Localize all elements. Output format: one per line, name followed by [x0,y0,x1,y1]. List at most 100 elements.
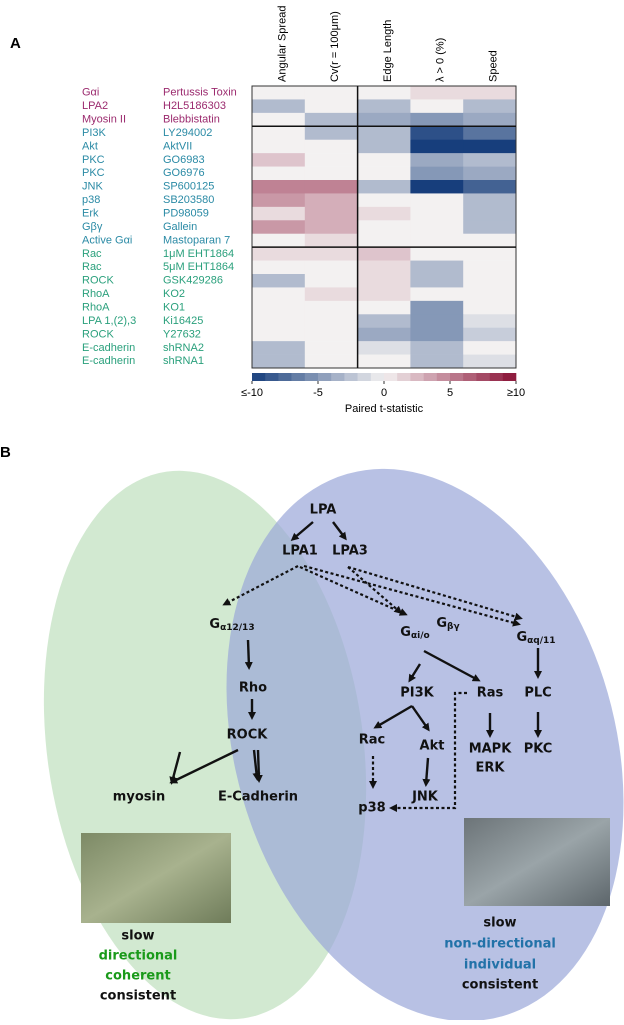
node-label: G [516,630,527,645]
cell [304,274,358,288]
cell [357,220,411,235]
colorbar-segment [252,373,266,381]
cell [252,314,306,329]
row-treatment: AktVII [163,140,192,152]
cell [357,300,411,315]
cell [463,206,517,221]
row-target: E-cadherin [82,355,135,367]
cell [304,341,358,355]
column-header: Edge Length [382,20,394,82]
cell [463,166,517,181]
row-treatment: H2L5186303 [163,100,226,112]
node: Gβγ [436,616,459,632]
colorbar-segment [502,373,517,381]
caption: non-directional [444,937,556,952]
row-treatment: Pertussis Toxin [163,87,237,99]
cell [410,206,464,221]
node: Gα12/13 [209,617,254,633]
cell [463,314,517,329]
cell [357,274,411,288]
panel-label: A [10,35,21,52]
node: PKC [524,742,553,757]
cell [304,247,358,261]
caption: slow [121,929,154,944]
cell [463,233,517,248]
node: LPA3 [332,544,368,559]
node-sub: αi/o [411,631,430,641]
row-treatment: Mastoparan 7 [163,234,230,246]
row-target: Gβγ [82,221,103,233]
caption: individual [464,958,536,973]
cell [304,99,358,114]
node: JNK [411,790,439,805]
colorbar-segment [331,373,345,381]
cell [252,300,306,315]
colorbar-segment [397,373,411,381]
cell [304,126,358,141]
cell [357,99,411,114]
cell [410,233,464,248]
row-treatment: shRNA2 [163,342,204,354]
cell [410,86,464,100]
colorbar-segment [278,373,292,381]
cell [463,354,517,369]
cell [252,139,306,154]
node-label: G [436,616,447,631]
cell [304,193,358,208]
colorbar-segment [344,373,358,381]
cell [304,86,358,100]
cell [463,274,517,288]
row-treatment: KO2 [163,288,185,300]
node: Ras [477,686,504,701]
cell [252,341,306,355]
cell [410,112,464,127]
node-sub: αq/11 [527,636,555,646]
colorbar-segment [291,373,306,381]
node: LPA1 [282,544,318,559]
cell [252,153,306,167]
cell [357,139,411,154]
arrows [169,521,542,812]
row-treatment: 5μM EHT1864 [163,261,234,273]
cell [252,247,306,261]
caption: slow [483,916,516,931]
cell [252,287,306,302]
cell [410,139,464,154]
caption: consistent [100,989,176,1004]
colorbar-segment [436,373,451,381]
cell [463,193,517,208]
colorbar-segment [304,373,319,381]
cell [252,86,306,100]
cell [357,126,411,141]
colorbar-segment [357,373,372,381]
diagram-nodes: LPA LPA1 LPA3 Gα12/13 Gαi/o Gβγ Gαq/11 R… [113,503,556,816]
cell [252,126,306,141]
cell [463,180,517,194]
cell [463,220,517,235]
cell [304,327,358,342]
row-treatment: GO6983 [163,154,205,166]
colorbar-tick-label: ≥10 [507,387,525,399]
cell [304,354,358,369]
cell [357,112,411,127]
cell [304,139,358,154]
node: Gαq/11 [516,630,555,646]
column-header: λ > 0 (%) [435,38,447,82]
row-target: Myosin II [82,113,126,125]
cell [410,166,464,181]
cell [463,112,517,127]
node-sub: βγ [447,622,460,632]
cell [357,260,411,275]
cell [410,220,464,235]
row-target: PKC [82,167,105,179]
row-target: Active Gαi [82,234,132,246]
row-treatment: GO6976 [163,167,205,179]
colorbar-segment [318,373,332,381]
cell [357,180,411,194]
colorbar-segment [450,373,464,381]
cell [304,206,358,221]
cell [410,274,464,288]
row-target: ROCK [82,328,114,340]
colorbar-segment [463,373,477,381]
row-target: Gαi [82,87,99,99]
